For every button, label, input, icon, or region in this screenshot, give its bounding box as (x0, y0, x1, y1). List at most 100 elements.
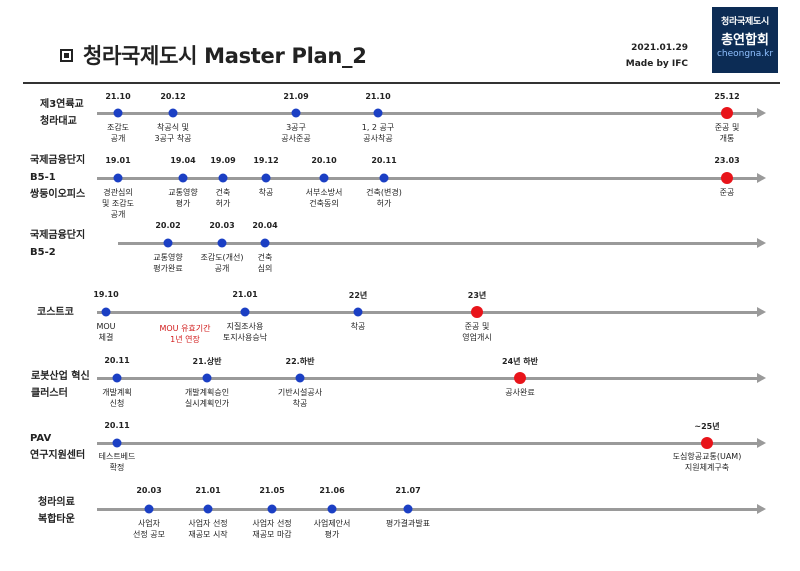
event-description: 사업자 선정 재공모 시작 (188, 519, 228, 539)
event-dot (319, 173, 329, 183)
event-dot (202, 373, 212, 383)
arrow-head-icon (757, 438, 766, 448)
row-label-line: 국제금융단지 (30, 155, 86, 166)
header-divider (23, 82, 780, 84)
row-label-line: B5-2 (30, 247, 56, 258)
event-dot (373, 108, 383, 118)
timeline-track (97, 508, 757, 511)
event-description: 사업자 선정 공모 (133, 519, 165, 539)
event-description: 사업자 선정 재공모 마감 (252, 519, 292, 539)
organization-logo: 청라국제도시 총연합회 cheongna.kr (712, 7, 778, 73)
arrow-head-icon (757, 238, 766, 248)
event-description: 교통영향 평가완료 (153, 253, 183, 273)
milestone-dot (471, 306, 483, 318)
event-description: MOU 유효기간 1년 연장 (159, 324, 211, 344)
row-label-line: B5-1 (30, 172, 56, 183)
row-label: 국제금융단지 B5-2 (30, 227, 85, 261)
milestone-dot (514, 372, 526, 384)
event-date: 22년 (348, 291, 368, 300)
event-date: 21.05 (259, 486, 285, 495)
event-dot (260, 238, 270, 248)
arrow-head-icon (757, 173, 766, 183)
event-dot (217, 238, 227, 248)
event-description: 기반시설공사 착공 (277, 388, 323, 408)
event-description: 도심항공교통(UAM) 지원체계구축 (672, 452, 742, 472)
event-description: 개발계획 신청 (102, 388, 132, 408)
row-label-line: 클러스터 (31, 388, 68, 399)
arrow-head-icon (757, 307, 766, 317)
timeline-track (97, 377, 757, 380)
event-date: 20.03 (209, 221, 235, 230)
event-date: 22.하반 (285, 357, 315, 366)
page-title-wrap: 청라국제도시 Master Plan_2 (60, 40, 367, 70)
author-credit: Made by IFC (625, 59, 688, 69)
event-description: 조감도 공개 (106, 123, 130, 143)
event-description: 지질조사용 토지사용승낙 (222, 322, 268, 342)
event-description: 조감도(개선) 공개 (200, 253, 244, 273)
event-dot (353, 307, 363, 317)
event-dot (113, 173, 123, 183)
event-date: 21.01 (195, 486, 221, 495)
event-description: 준공 및 영업개시 (462, 322, 492, 342)
event-date: 24년 하반 (502, 357, 538, 366)
event-date: 21.10 (105, 92, 131, 101)
timeline-track (97, 177, 757, 180)
event-description: 준공 및 개통 (714, 123, 740, 143)
event-description: 3공구 공사준공 (281, 123, 311, 143)
event-date: 23년 (467, 291, 487, 300)
event-description: 착공식 및 3공구 착공 (154, 123, 192, 143)
event-date: 20.03 (136, 486, 162, 495)
event-date: 21.06 (319, 486, 345, 495)
row-label-line: 코스트코 (37, 307, 74, 318)
milestone-dot (701, 437, 713, 449)
event-description: 건축(변경) 허가 (366, 188, 402, 208)
arrow-head-icon (757, 373, 766, 383)
timeline-track (97, 311, 757, 314)
event-dot (291, 108, 301, 118)
event-description: 서부소방서 건축동의 (305, 188, 343, 208)
row-label-line: 제3연륙교 (40, 99, 84, 110)
arrow-head-icon (757, 108, 766, 118)
row-label-line: 로봇산업 혁신 (31, 371, 90, 382)
row-label-line: 청라의료 (38, 497, 75, 508)
event-dot (295, 373, 305, 383)
event-description: 공사완료 (505, 388, 535, 397)
event-date: 20.11 (371, 156, 397, 165)
square-bullet-icon (60, 48, 73, 62)
event-date: 19.10 (93, 290, 119, 299)
event-dot (112, 438, 122, 448)
logo-line2: 총연합회 (721, 33, 769, 48)
event-dot (403, 504, 413, 514)
event-dot (163, 238, 173, 248)
event-date: 25.12 (714, 92, 740, 101)
event-dot (144, 504, 154, 514)
event-dot (218, 173, 228, 183)
event-date: 21.09 (283, 92, 309, 101)
event-description: 사업제안서 평가 (313, 519, 351, 539)
event-date: ~25년 (694, 422, 720, 431)
event-dot (178, 173, 188, 183)
event-dot (261, 173, 271, 183)
row-label-line: 복합타운 (38, 514, 75, 525)
milestone-dot (721, 172, 733, 184)
event-description: 건축 심의 (257, 253, 273, 273)
event-date: 23.03 (714, 156, 740, 165)
event-date: 19.09 (210, 156, 236, 165)
event-description: 준공 (719, 188, 735, 197)
event-date: 20.11 (104, 421, 130, 430)
event-date: 21.07 (395, 486, 421, 495)
event-description: 1, 2 공구 공사착공 (361, 123, 395, 143)
row-label-line: 청라대교 (40, 116, 77, 127)
event-date: 20.10 (311, 156, 337, 165)
event-date: 20.11 (104, 356, 130, 365)
timeline-track (118, 242, 757, 245)
timeline-track (97, 112, 757, 115)
event-dot (113, 108, 123, 118)
event-dot (327, 504, 337, 514)
row-label-line: PAV (30, 433, 52, 444)
event-description: 경관심의 및 조감도 공개 (102, 188, 134, 219)
event-date: 20.02 (155, 221, 181, 230)
event-description: 착공 (350, 322, 366, 331)
event-dot (203, 504, 213, 514)
